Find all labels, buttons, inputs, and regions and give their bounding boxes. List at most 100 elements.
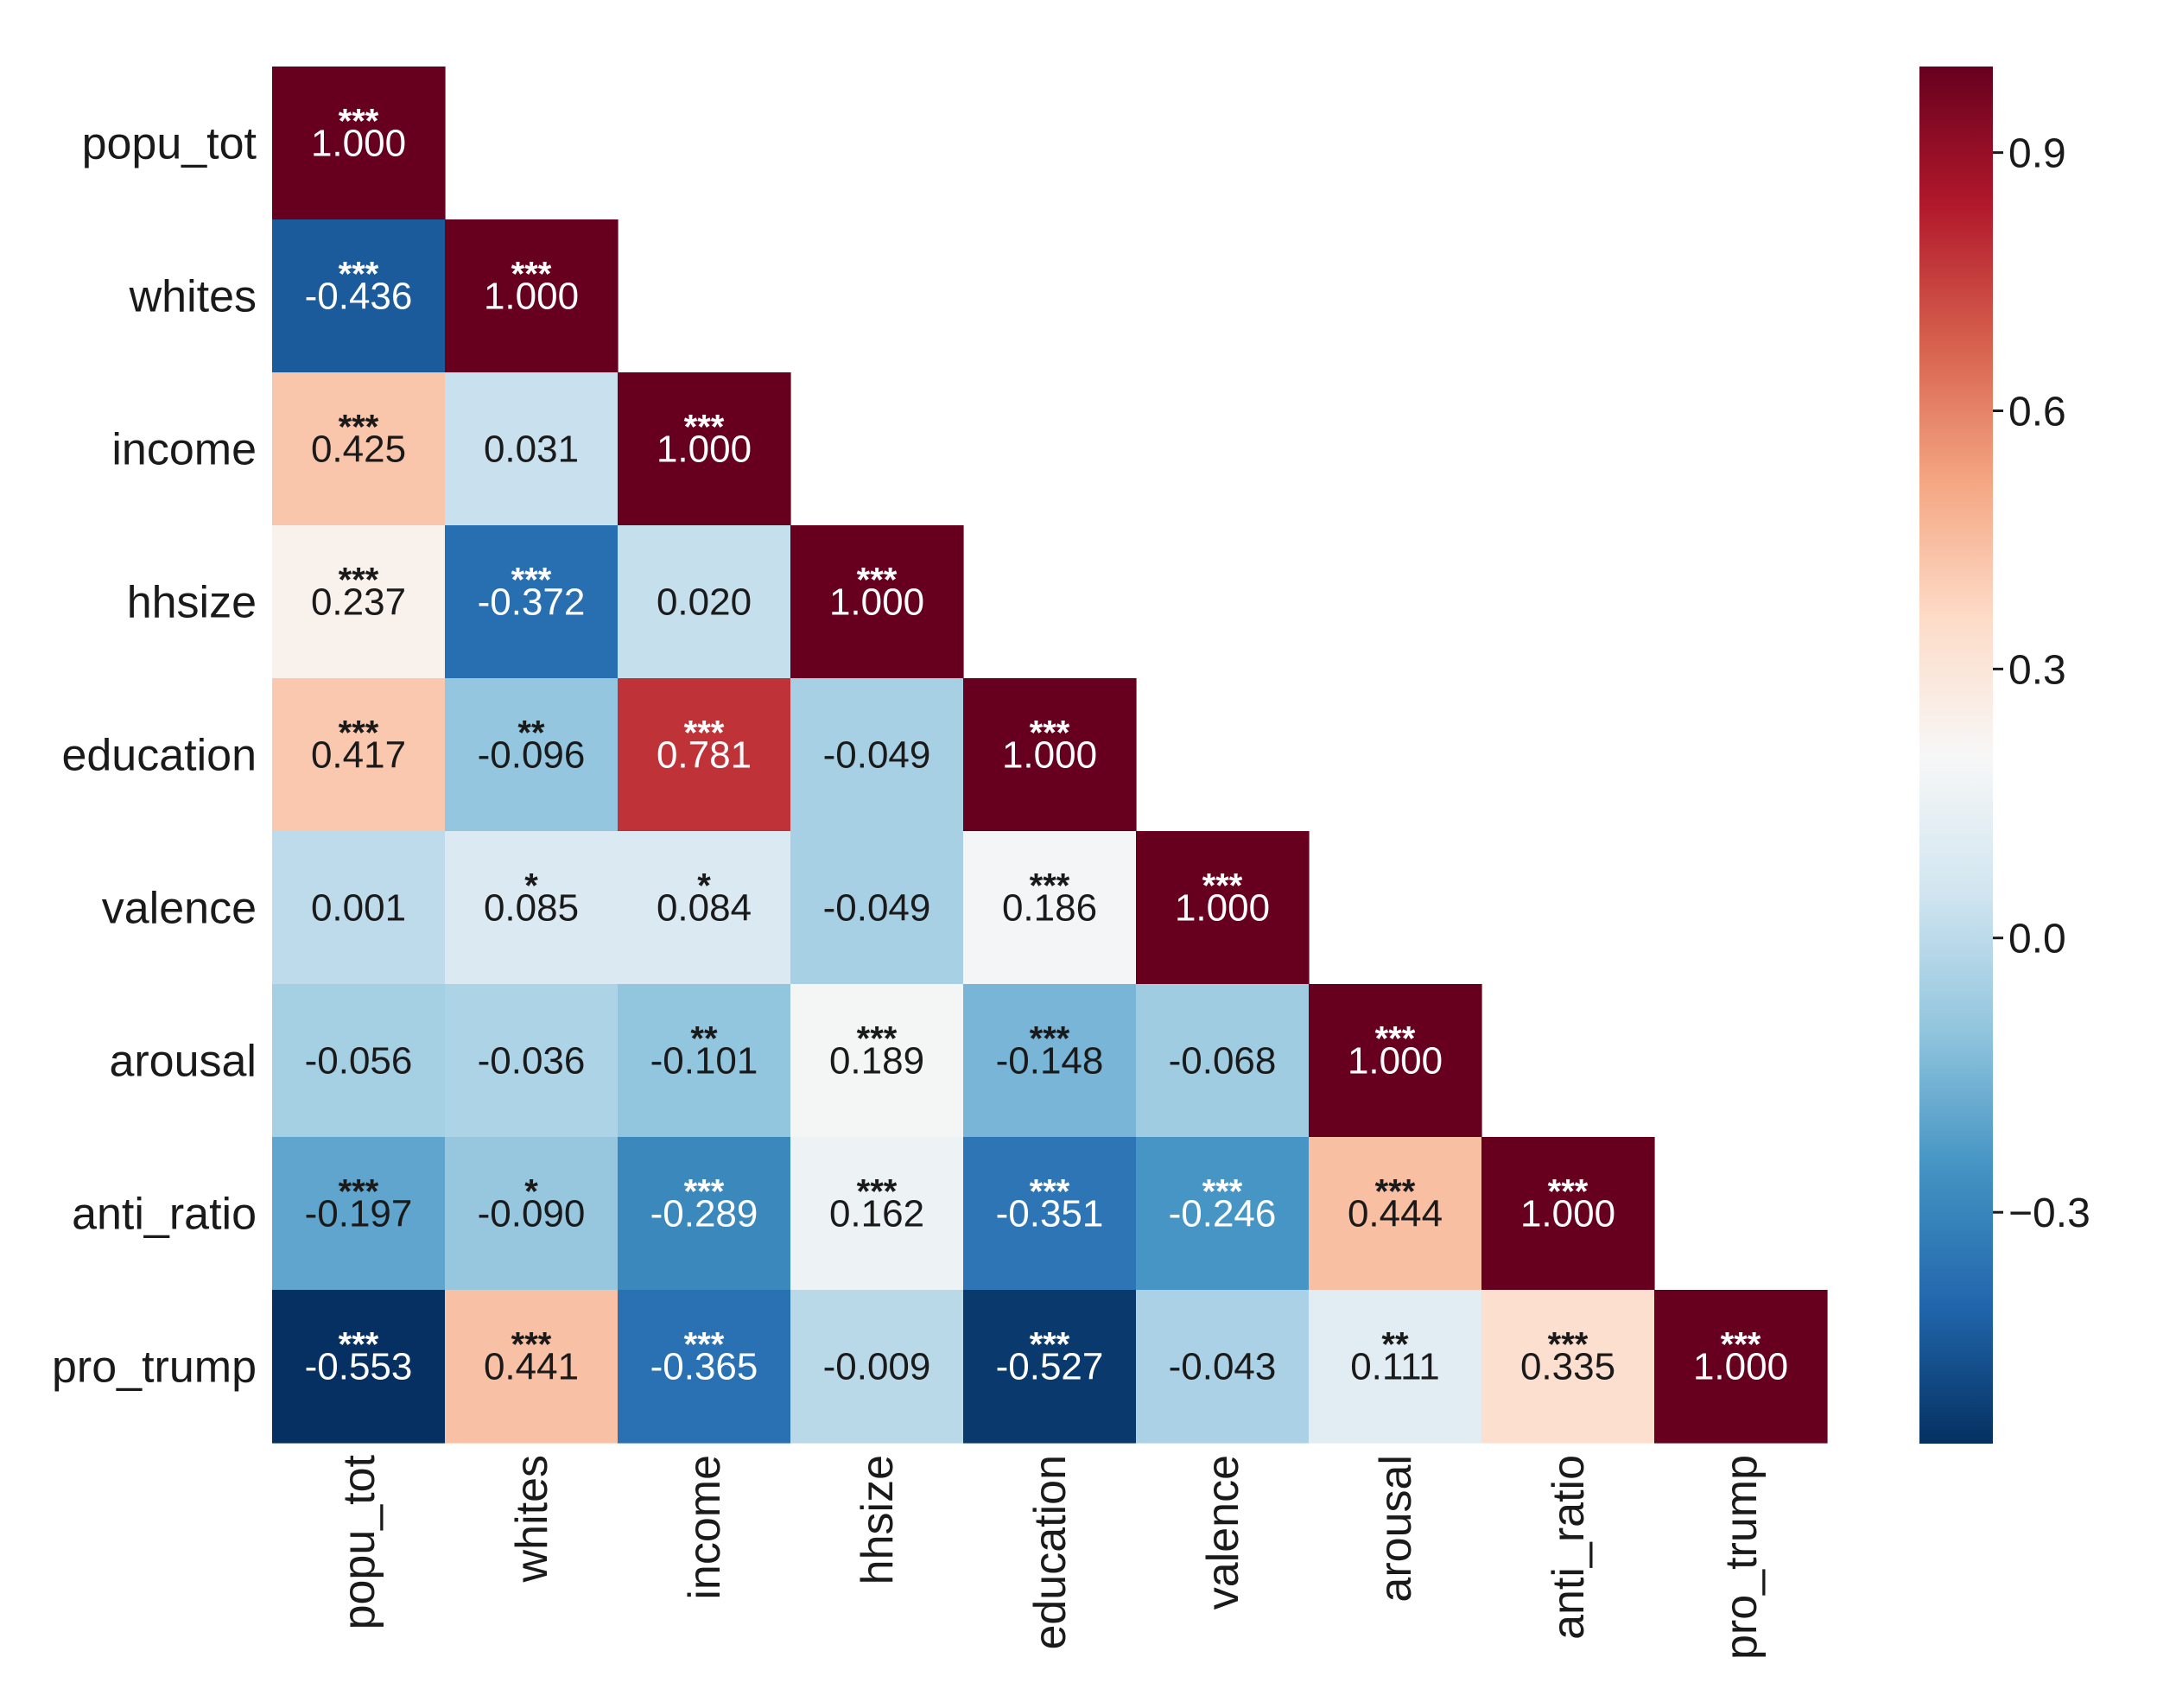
colorbar-tick-label: −0.3 [2008, 1191, 2090, 1236]
heatmap-cell-valence-whites [445, 831, 619, 985]
cell-significance-label: *** [1202, 1173, 1243, 1211]
cell-value-label: -0.101 [650, 1040, 758, 1083]
cell-significance-label: * [524, 867, 538, 905]
cell-value-label: 0.162 [829, 1193, 924, 1235]
heatmap-cell-pro_trump-popu_tot [272, 1290, 446, 1444]
cell-value-label: 0.441 [484, 1346, 579, 1388]
cell-value-label: 1.000 [484, 276, 579, 318]
cell-significance-label: *** [857, 1173, 898, 1211]
cell-significance-label: *** [684, 409, 725, 447]
colorbar: 0.9 0.6 0.3 0.0 −0.3 [1919, 67, 2090, 1444]
heatmap-cell-valence-valence [1136, 831, 1310, 985]
cell-value-label: -0.148 [996, 1040, 1104, 1083]
heatmap-cell-pro_trump-pro_trump [1654, 1290, 1828, 1444]
cell-significance-label: *** [1030, 1020, 1070, 1058]
cell-significance-label: *** [1548, 1326, 1589, 1364]
heatmap-cells: 1.000***-0.436***1.000***0.425***0.031 1.… [272, 67, 1828, 1444]
cell-significance-label: *** [511, 562, 552, 600]
cell-significance-label: *** [1030, 867, 1070, 905]
cell-value-label: 1.000 [1002, 734, 1097, 777]
column-label-education: education [1025, 1455, 1075, 1650]
heatmap-cell-pro_trump-valence [1136, 1290, 1310, 1444]
column-label-valence: valence [1198, 1455, 1248, 1610]
cell-significance-label: *** [1548, 1173, 1589, 1211]
colorbar-gradient [1919, 67, 1993, 1444]
colorbar-tick-label: 0.3 [2008, 647, 2066, 693]
cell-value-label: 0.189 [829, 1040, 924, 1083]
heatmap-cell-arousal-popu_tot [272, 984, 446, 1138]
cell-value-label: 1.000 [1520, 1193, 1615, 1235]
heatmap-cell-education-popu_tot [272, 678, 446, 832]
cell-value-label: -0.096 [478, 734, 586, 777]
cell-significance-label: * [697, 867, 711, 905]
heatmap-cell-hhsize-income [618, 525, 791, 679]
cell-significance-label: *** [857, 1020, 898, 1058]
cell-value-label: 0.001 [311, 887, 406, 930]
cell-value-label: -0.289 [650, 1193, 758, 1235]
cell-value-label: 0.020 [657, 581, 752, 624]
heatmap-cell-education-income [618, 678, 791, 832]
column-label-pro_trump: pro_trump [1716, 1455, 1767, 1660]
cell-value-label: -0.351 [996, 1193, 1104, 1235]
cell-value-label: 1.000 [1693, 1346, 1788, 1388]
cell-significance-label: *** [339, 1326, 379, 1364]
cell-value-label: -0.527 [996, 1346, 1104, 1388]
cell-significance-label: ** [1381, 1326, 1409, 1364]
column-label-whites: whites [507, 1455, 557, 1583]
cell-significance-label: *** [857, 562, 898, 600]
cell-significance-label: *** [1375, 1020, 1416, 1058]
cell-value-label: -0.436 [305, 276, 413, 318]
heatmap-cell-pro_trump-income [618, 1290, 791, 1444]
cell-significance-label: *** [1375, 1173, 1416, 1211]
heatmap-cell-pro_trump-anti_ratio [1481, 1290, 1655, 1444]
heatmap-cell-income-popu_tot [272, 372, 446, 526]
cell-value-label: -0.090 [478, 1193, 586, 1235]
column-labels: popu_tot whites income hhsize education valen… [334, 1454, 1767, 1660]
cell-value-label: 0.417 [311, 734, 406, 777]
cell-value-label: 1.000 [1175, 887, 1270, 930]
heatmap-cell-income-whites [445, 372, 619, 526]
cell-significance-label: *** [1721, 1326, 1761, 1364]
colorbar-tick-label: 0.6 [2008, 390, 2066, 435]
heatmap-cell-income-income [618, 372, 791, 526]
row-label-popu_tot: popu_tot [82, 119, 257, 169]
cell-value-label: -0.043 [1169, 1346, 1277, 1388]
cell-value-label: 1.000 [829, 581, 924, 624]
heatmap-cell-anti_ratio-education [963, 1137, 1137, 1291]
heatmap-cell-arousal-arousal [1309, 984, 1482, 1138]
row-label-anti_ratio: anti_ratio [72, 1190, 257, 1240]
heatmap-cell-anti_ratio-hhsize [790, 1137, 964, 1291]
row-label-whites: whites [129, 272, 257, 322]
heatmap-cell-valence-income [618, 831, 791, 985]
heatmap-cell-valence-popu_tot [272, 831, 446, 985]
row-label-income: income [111, 425, 257, 475]
cell-value-label: 0.425 [311, 429, 406, 471]
heatmap-cell-education-whites [445, 678, 619, 832]
cell-significance-label: *** [339, 1173, 379, 1211]
cell-value-label: -0.056 [305, 1040, 413, 1083]
heatmap-cell-pro_trump-education [963, 1290, 1137, 1444]
cell-significance-label: *** [1202, 867, 1243, 905]
cell-value-label: 0.444 [1348, 1193, 1443, 1235]
cell-value-label: 0.186 [1002, 887, 1097, 930]
cell-value-label: 0.111 [1350, 1346, 1440, 1388]
heatmap-cell-arousal-whites [445, 984, 619, 1138]
cell-significance-label: *** [1030, 1173, 1070, 1211]
heatmap-cell-valence-education [963, 831, 1137, 985]
cell-significance-label: ** [517, 714, 545, 752]
cell-value-label: 0.237 [311, 581, 406, 624]
cell-significance-label: *** [339, 562, 379, 600]
cell-value-label: 1.000 [311, 123, 406, 165]
row-label-education: education [61, 731, 257, 781]
heatmap-cell-arousal-income [618, 984, 791, 1138]
heatmap-cell-anti_ratio-whites [445, 1137, 619, 1291]
cell-significance-label: *** [339, 409, 379, 447]
heatmap-cell-anti_ratio-arousal [1309, 1137, 1482, 1291]
cell-value-label: -0.372 [478, 581, 586, 624]
row-label-hhsize: hhsize [127, 578, 257, 628]
cell-value-label: 0.335 [1520, 1346, 1615, 1388]
cell-significance-label: *** [1030, 714, 1070, 752]
cell-value-label: 0.084 [657, 887, 752, 930]
